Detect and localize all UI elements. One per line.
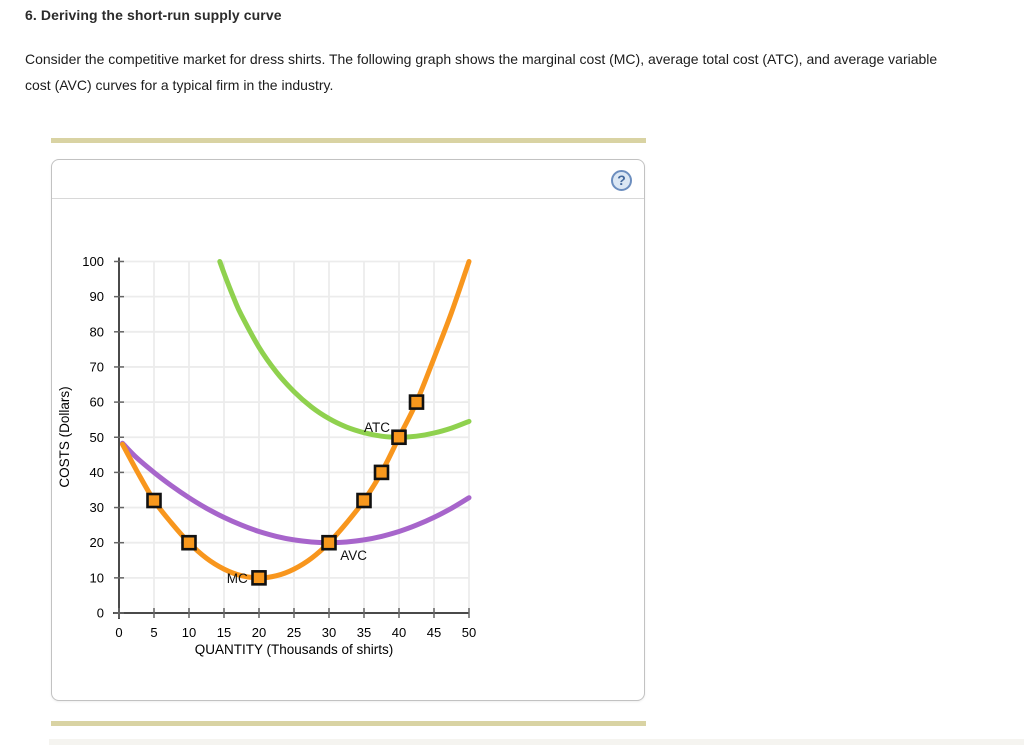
x-tick-label: 50 [462,625,476,640]
graph-panel-header: ? [52,160,644,199]
mc-curve-point-marker[interactable] [146,492,162,509]
atc-curve-label: ATC [364,420,390,435]
mc-curve-point-marker[interactable] [373,464,390,481]
graph-panel: ? 0 5 10 15 20 25 30 35 40 45 50 0 10 20 30 40 50 60 70 80 9… [51,159,645,701]
y-tick-label: 40 [90,465,104,480]
y-axis-title: COSTS (Dollars) [57,386,72,487]
x-tick-label: 15 [217,625,231,640]
x-tick-label: 25 [287,625,301,640]
intro-line: cost (AVC) curves for a typical firm in … [25,77,334,93]
y-tick-label: 90 [90,289,104,304]
intro-paragraph: Consider the competitive market for dres… [25,46,1024,98]
mc-curve [120,259,472,581]
mc-curve-point-marker[interactable] [321,534,337,551]
y-tick-label: 60 [90,395,104,410]
x-axis-title: QUANTITY (Thousands of shirts) [195,642,394,657]
y-tick-label: 80 [90,324,104,339]
mc-curve-point-marker[interactable] [408,394,425,410]
x-tick-label: 30 [322,625,336,640]
cost-curves-chart: 0 5 10 15 20 25 30 35 40 45 50 0 10 20 30 40 50 60 70 80 90 1… [52,200,644,700]
x-tick-label: 0 [115,625,122,640]
mc-curve-point-marker[interactable] [391,429,407,446]
y-tick-label: 70 [90,359,104,374]
mc-curve-point-marker[interactable] [181,534,197,551]
y-tick-label: 50 [90,430,104,445]
mc-curve-label: MC [227,571,248,586]
mc-curve-point-marker[interactable] [251,570,267,586]
section-divider-bar-top [51,138,646,143]
x-tick-label: 45 [427,625,441,640]
avc-curve [120,440,472,546]
x-tick-label: 5 [150,625,157,640]
help-button[interactable]: ? [611,170,632,191]
question-mark-icon: ? [617,172,626,188]
y-tick-label: 100 [82,254,104,269]
x-tick-label: 20 [252,625,266,640]
atc-curve [217,259,472,440]
mc-curve-point-marker[interactable] [356,492,372,509]
cost-curves-svg: 0 5 10 15 20 25 30 35 40 45 50 0 10 20 30 40 50 60 70 80 90 1… [57,254,476,657]
intro-line: Consider the competitive market for dres… [25,51,938,67]
page-title: 6. Deriving the short-run supply curve [25,7,282,23]
y-tick-label: 20 [90,535,104,550]
next-section-edge [49,739,1024,745]
section-divider-bar-bottom [51,721,646,726]
x-tick-label: 10 [182,625,196,640]
y-tick-label: 0 [97,606,104,621]
avc-curve-label: AVC [340,548,367,563]
x-tick-label: 35 [357,625,371,640]
x-tick-label: 40 [392,625,406,640]
y-tick-label: 30 [90,500,104,515]
y-tick-label: 10 [90,570,104,585]
